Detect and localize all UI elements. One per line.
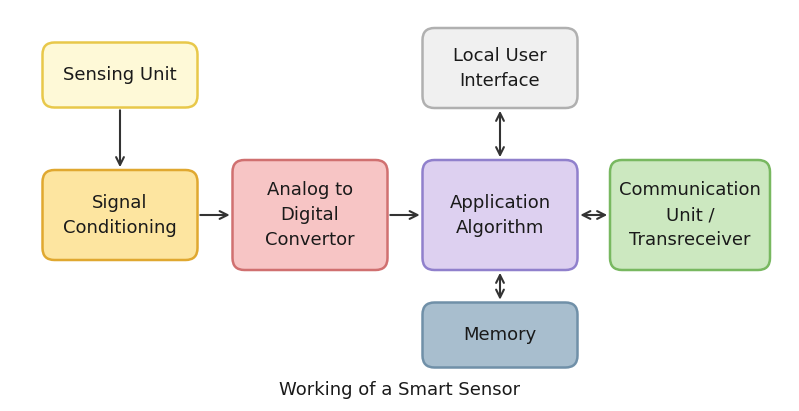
- FancyBboxPatch shape: [233, 160, 388, 270]
- FancyBboxPatch shape: [423, 160, 578, 270]
- Text: Sensing Unit: Sensing Unit: [63, 66, 177, 84]
- FancyBboxPatch shape: [610, 160, 770, 270]
- Text: Signal
Conditioning: Signal Conditioning: [63, 194, 177, 236]
- Text: Working of a Smart Sensor: Working of a Smart Sensor: [279, 381, 520, 399]
- FancyBboxPatch shape: [423, 302, 578, 367]
- Text: Communication
Unit /
Transreceiver: Communication Unit / Transreceiver: [619, 181, 761, 249]
- FancyBboxPatch shape: [42, 42, 197, 108]
- Text: Application
Algorithm: Application Algorithm: [449, 194, 551, 236]
- Text: Local User
Interface: Local User Interface: [453, 46, 547, 90]
- Text: Analog to
Digital
Convertor: Analog to Digital Convertor: [265, 181, 355, 249]
- FancyBboxPatch shape: [423, 28, 578, 108]
- Text: Memory: Memory: [463, 326, 537, 344]
- FancyBboxPatch shape: [42, 170, 197, 260]
